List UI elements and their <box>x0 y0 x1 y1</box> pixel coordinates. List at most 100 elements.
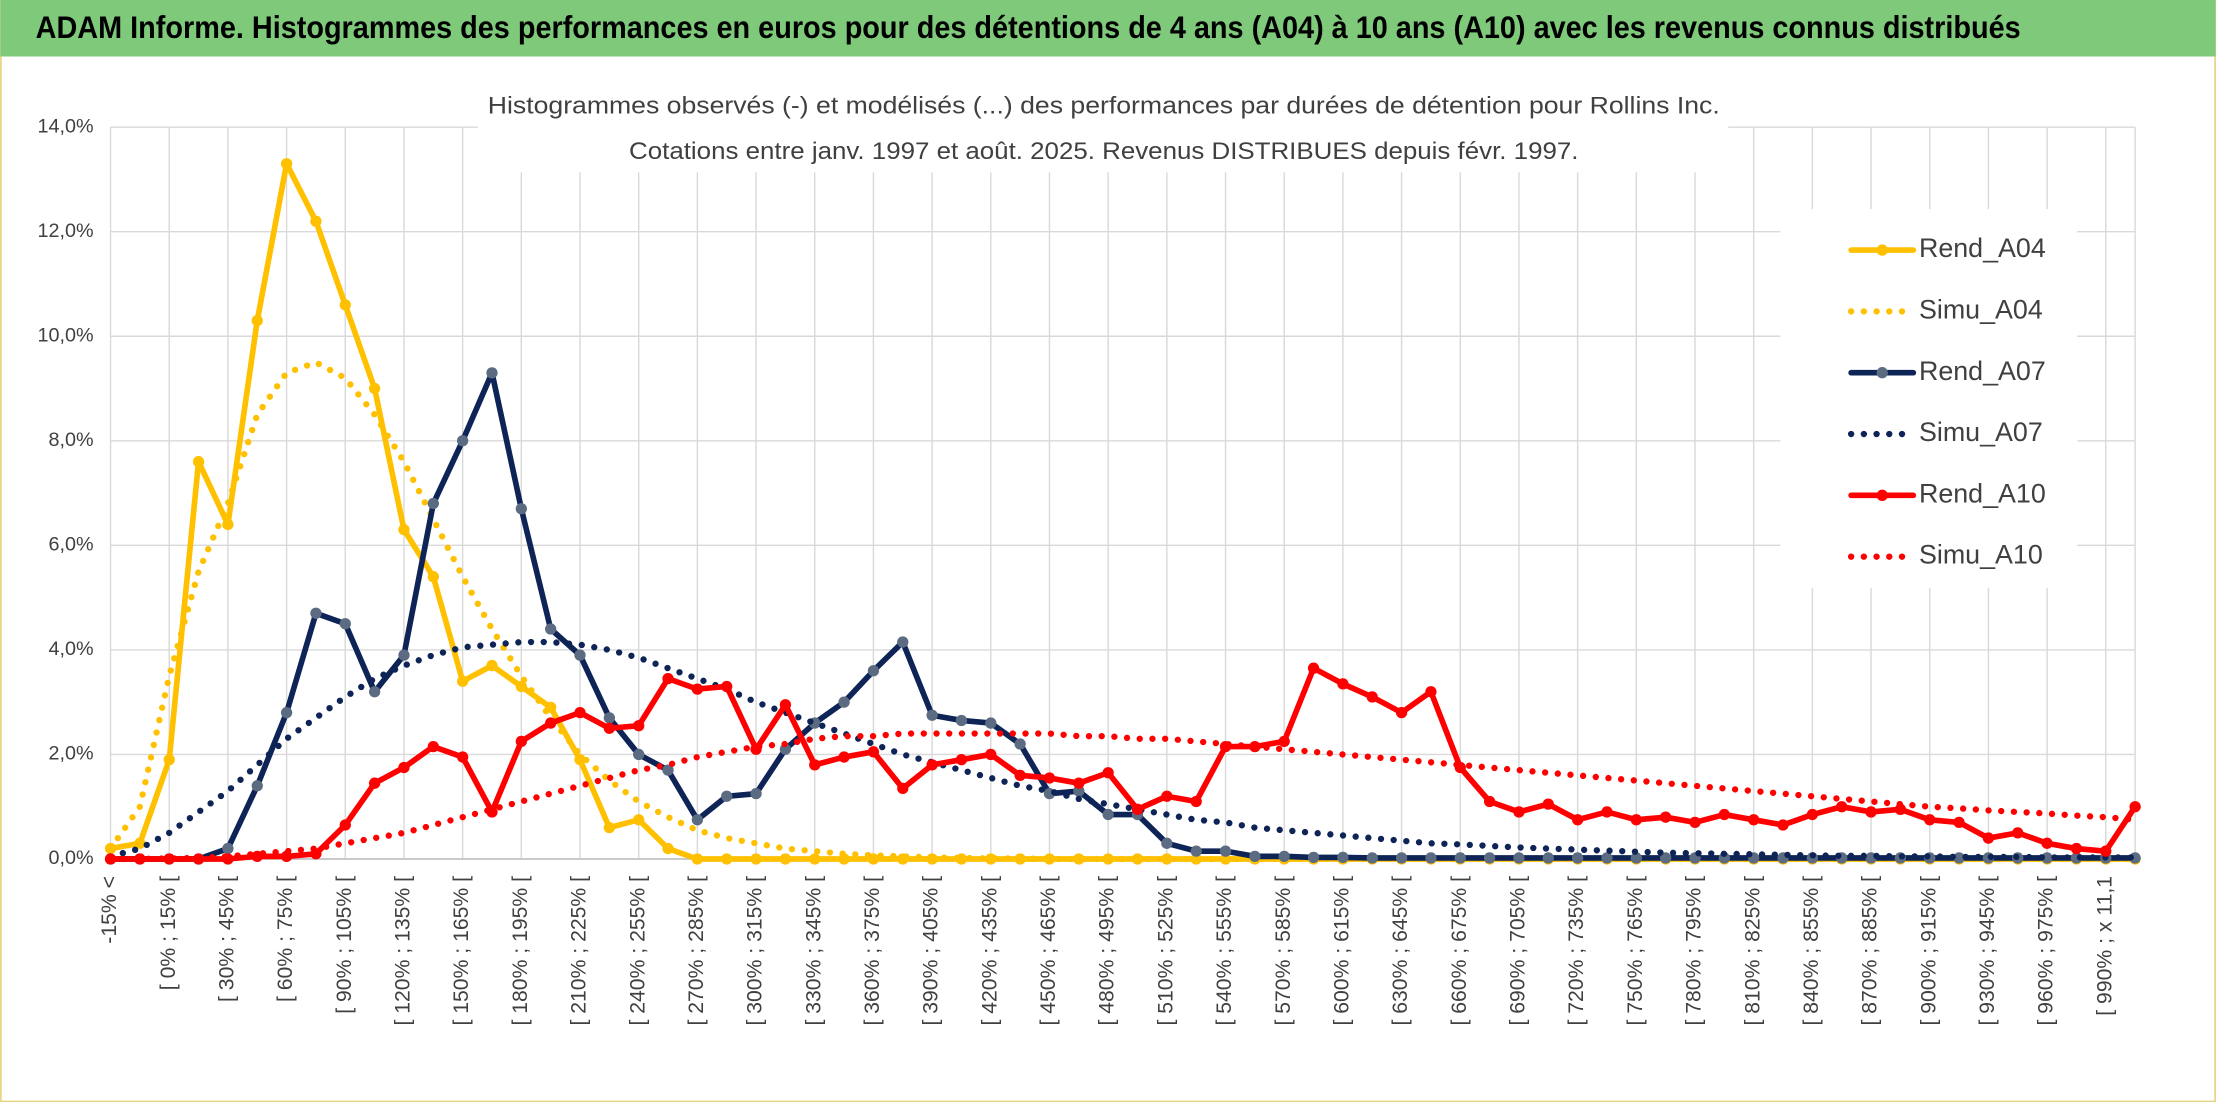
data-point <box>163 754 175 766</box>
y-tick-label: 8,0% <box>49 429 94 451</box>
data-point <box>1865 806 1877 818</box>
x-tick-label: [ 90% ; 105% [ <box>333 876 356 1014</box>
x-tick-label: [ 180% ; 195% [ <box>509 876 532 1026</box>
x-tick-label: [ 930% ; 945% [ <box>1976 876 1999 1026</box>
data-point <box>1571 814 1584 826</box>
data-point <box>368 777 381 789</box>
data-point <box>1190 845 1202 857</box>
x-tick-label: [ 630% ; 645% [ <box>1389 876 1412 1026</box>
data-point <box>1014 738 1026 750</box>
data-point <box>721 853 733 865</box>
data-point <box>1953 816 1965 829</box>
data-point <box>398 649 410 661</box>
data-point <box>1777 819 1789 831</box>
data-point <box>1718 808 1730 821</box>
data-point <box>1542 798 1554 810</box>
data-point <box>750 788 762 800</box>
data-point <box>1366 691 1378 703</box>
data-point <box>515 735 527 748</box>
x-tick-label: [ 150% ; 165% [ <box>450 876 473 1026</box>
data-point <box>926 709 938 721</box>
data-point <box>1161 790 1173 802</box>
data-point <box>1131 803 1144 815</box>
data-point <box>398 524 410 536</box>
data-point <box>721 790 733 802</box>
data-point <box>1571 852 1584 864</box>
data-point <box>1542 852 1554 864</box>
data-point <box>633 720 645 732</box>
data-point <box>867 665 880 677</box>
data-point <box>310 215 322 227</box>
x-tick-label: [ 30% ; 45% [ <box>216 876 239 1002</box>
data-point <box>1513 806 1525 818</box>
data-point <box>1337 851 1349 864</box>
x-tick-label: [ 660% ; 675% [ <box>1448 876 1471 1026</box>
data-point <box>1366 852 1378 864</box>
data-point <box>251 314 263 327</box>
series-line <box>107 370 2138 862</box>
legend-label: Rend_A10 <box>1919 478 2046 508</box>
data-point <box>1102 767 1114 779</box>
data-point <box>809 853 821 865</box>
data-point <box>1630 814 1642 826</box>
legend-marker <box>1876 489 1888 501</box>
legend-background <box>1780 209 2078 588</box>
data-point <box>926 759 938 771</box>
data-point <box>1249 850 1261 863</box>
x-tick-label: [ 300% ; 315% [ <box>744 876 767 1026</box>
data-point <box>1454 852 1466 864</box>
data-point <box>280 706 293 719</box>
data-point <box>134 837 146 849</box>
legend-label: Simu_A10 <box>1919 540 2043 570</box>
data-point <box>1102 808 1114 821</box>
legend-marker <box>1876 367 1888 379</box>
x-tick-label: [ 990% ; x 11,1 <box>2093 876 2116 1016</box>
x-tick-label: [ 210% ; 225% [ <box>568 876 591 1026</box>
data-point <box>1161 837 1173 849</box>
data-point <box>838 751 850 763</box>
data-point <box>1806 808 1819 821</box>
data-point <box>222 842 234 855</box>
legend-label: Rend_A04 <box>1919 233 2046 263</box>
x-tick-label: [ 330% ; 345% [ <box>802 876 825 1026</box>
data-point <box>545 623 557 635</box>
data-point <box>955 714 968 727</box>
x-tick-label: [ 60% ; 75% [ <box>274 876 297 1002</box>
data-point <box>310 607 322 619</box>
data-point <box>574 649 586 661</box>
data-point <box>2100 845 2112 857</box>
series-line <box>107 638 2139 861</box>
data-point <box>545 717 557 729</box>
data-point <box>456 435 469 447</box>
y-tick-label: 4,0% <box>49 638 94 660</box>
data-point <box>1395 852 1408 864</box>
x-tick-label: [ 510% ; 525% [ <box>1154 876 1177 1026</box>
data-point <box>1219 845 1232 857</box>
x-tick-label: [ 750% ; 765% [ <box>1624 876 1647 1026</box>
x-tick-label: [ 600% ; 615% [ <box>1330 876 1353 1026</box>
data-point <box>427 571 439 583</box>
data-point <box>603 722 616 734</box>
x-tick-label: [ 420% ; 435% [ <box>978 876 1001 1026</box>
data-point <box>515 503 527 515</box>
y-tick-label: 6,0% <box>49 534 94 556</box>
data-point <box>1307 662 1320 674</box>
data-point <box>427 740 439 753</box>
data-point <box>691 683 704 695</box>
data-point <box>662 842 674 855</box>
x-tick-label: [ 450% ; 465% [ <box>1037 876 1060 1026</box>
x-tick-label: [ 840% ; 855% [ <box>1800 876 1823 1026</box>
legend-label: Simu_A04 <box>1919 294 2043 324</box>
x-tick-label: [ 240% ; 255% [ <box>626 876 649 1026</box>
data-point <box>1307 851 1320 864</box>
x-tick-label: [ 360% ; 375% [ <box>861 876 884 1026</box>
data-point <box>897 782 909 795</box>
data-point <box>1982 832 1995 844</box>
data-point <box>456 675 469 687</box>
data-point <box>1483 795 1496 808</box>
data-point <box>691 814 704 826</box>
data-point <box>1073 777 1085 789</box>
legend-label: Rend_A07 <box>1919 356 2046 386</box>
x-tick-label: [ 480% ; 495% [ <box>1096 876 1119 1026</box>
